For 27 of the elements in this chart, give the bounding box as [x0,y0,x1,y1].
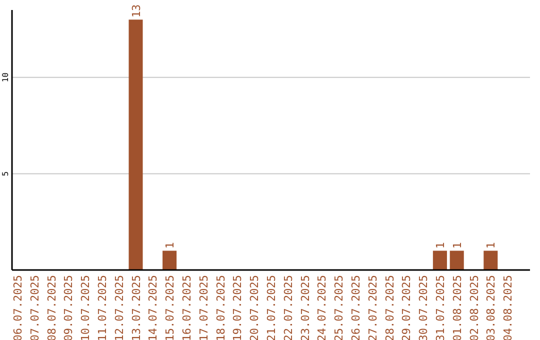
x-tick-label: 20.07.2025 [248,275,262,340]
data-label: 1 [450,242,464,249]
x-tick-label: 29.07.2025 [400,275,414,340]
x-tick-label: 23.07.2025 [298,275,312,340]
x-tick-label: 22.07.2025 [282,275,295,340]
data-label: 1 [164,242,177,249]
data-label: 1 [434,242,447,249]
y-tick-label: 5 [1,171,10,176]
y-tick-label: 10 [1,72,10,82]
x-tick-label: 27.07.2025 [366,275,380,340]
x-tick-label: 19.07.2025 [231,275,244,340]
x-tick-label: 16.07.2025 [180,275,194,340]
x-tick-label: 11.07.2025 [96,275,109,340]
x-tick-label: 24.07.2025 [316,275,329,340]
x-tick-label: 28.07.2025 [383,275,396,340]
data-label: 13 [130,4,143,18]
data-label: 1 [484,242,498,249]
x-tick-label: 17.07.2025 [197,275,210,340]
x-tick-label: 10.07.2025 [79,275,92,340]
x-tick-label: 14.07.2025 [146,275,160,340]
x-tick-label: 13.07.2025 [130,275,143,340]
x-tick-label: 26.07.2025 [349,275,362,340]
x-tick-label: 21.07.2025 [264,275,278,340]
x-tick-label: 18.07.2025 [214,275,228,340]
x-tick-label: 12.07.2025 [112,275,126,340]
x-tick-label: 25.07.2025 [332,275,346,340]
x-tick-label: 15.07.2025 [164,275,177,340]
